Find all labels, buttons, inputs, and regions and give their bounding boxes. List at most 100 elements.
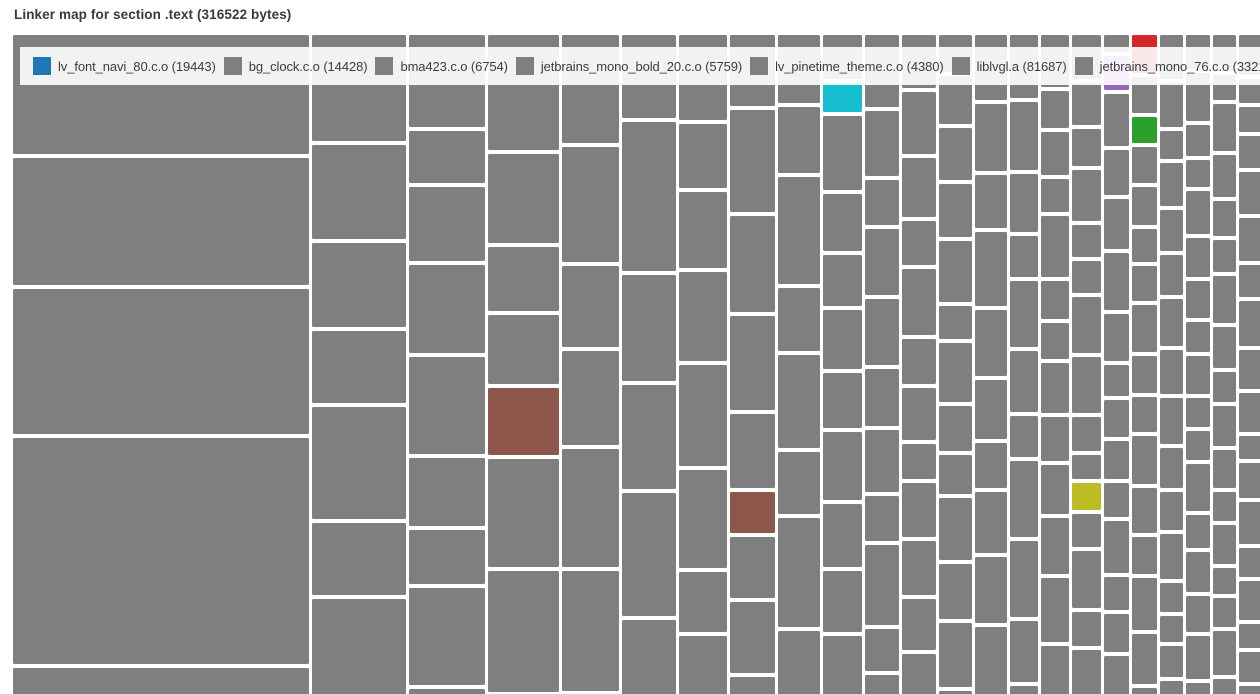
treemap-block[interactable] bbox=[778, 107, 820, 173]
treemap-block[interactable] bbox=[1010, 102, 1038, 170]
treemap-block[interactable] bbox=[1010, 686, 1038, 694]
treemap-block[interactable] bbox=[1072, 170, 1101, 221]
treemap-block[interactable] bbox=[488, 459, 559, 567]
treemap-block[interactable] bbox=[1041, 281, 1069, 319]
legend-item[interactable]: lv_pinetime_theme.c.o (4380) bbox=[750, 57, 944, 75]
treemap-block[interactable] bbox=[1160, 255, 1183, 295]
treemap-block[interactable] bbox=[1104, 614, 1129, 652]
treemap-block[interactable] bbox=[679, 636, 727, 694]
treemap-block[interactable] bbox=[823, 432, 862, 500]
treemap-block[interactable] bbox=[823, 636, 862, 694]
treemap-block[interactable] bbox=[778, 355, 820, 448]
treemap-block[interactable] bbox=[939, 623, 972, 687]
treemap-block[interactable] bbox=[1239, 172, 1260, 214]
treemap-block[interactable] bbox=[679, 365, 727, 466]
treemap-block[interactable] bbox=[865, 545, 899, 625]
treemap-block[interactable] bbox=[1239, 79, 1260, 103]
treemap-block[interactable] bbox=[778, 288, 820, 351]
treemap-block-brown[interactable] bbox=[488, 388, 559, 455]
treemap-block[interactable] bbox=[409, 530, 485, 584]
treemap-block[interactable] bbox=[1239, 136, 1260, 168]
treemap-block[interactable] bbox=[1160, 646, 1183, 677]
treemap-block[interactable] bbox=[1239, 548, 1260, 577]
treemap-block[interactable] bbox=[1239, 301, 1260, 346]
legend-item[interactable]: bg_clock.c.o (14428) bbox=[223, 57, 368, 75]
treemap-block[interactable] bbox=[13, 438, 309, 664]
legend-item[interactable]: bma423.c.o (6754) bbox=[375, 57, 508, 75]
treemap-block[interactable] bbox=[1160, 131, 1183, 159]
treemap-block[interactable] bbox=[1239, 686, 1260, 694]
treemap-block[interactable] bbox=[975, 557, 1007, 623]
treemap-block[interactable] bbox=[730, 216, 775, 312]
treemap-block[interactable] bbox=[1041, 323, 1069, 359]
treemap-block[interactable] bbox=[679, 272, 727, 361]
treemap-block[interactable] bbox=[902, 541, 936, 595]
treemap-block[interactable] bbox=[1160, 83, 1183, 127]
treemap-block[interactable] bbox=[865, 299, 899, 365]
treemap-block[interactable] bbox=[1104, 577, 1129, 610]
treemap-block[interactable] bbox=[1186, 431, 1210, 460]
treemap-block[interactable] bbox=[865, 229, 899, 295]
treemap-block[interactable] bbox=[1072, 129, 1101, 166]
treemap-block[interactable] bbox=[1010, 416, 1038, 457]
treemap-block[interactable] bbox=[679, 124, 727, 188]
treemap-block[interactable] bbox=[1213, 450, 1236, 488]
treemap-block[interactable] bbox=[1160, 299, 1183, 346]
treemap-block[interactable] bbox=[1239, 393, 1260, 432]
treemap-block[interactable] bbox=[1072, 297, 1101, 353]
treemap-block[interactable] bbox=[1186, 238, 1210, 277]
treemap-block[interactable] bbox=[939, 343, 972, 402]
treemap-block[interactable] bbox=[622, 620, 676, 694]
treemap-block[interactable] bbox=[1104, 150, 1129, 195]
legend-item[interactable]: lv_font_navi_80.c.o (19443) bbox=[33, 57, 216, 75]
treemap-block[interactable] bbox=[1239, 463, 1260, 498]
treemap-block[interactable] bbox=[1186, 464, 1210, 511]
treemap-block[interactable] bbox=[1186, 356, 1210, 394]
treemap-block[interactable] bbox=[975, 492, 1007, 553]
treemap-block[interactable] bbox=[1072, 417, 1101, 451]
treemap-block[interactable] bbox=[1160, 350, 1183, 394]
treemap-block[interactable] bbox=[562, 147, 619, 262]
treemap-block[interactable] bbox=[939, 564, 972, 619]
treemap-block[interactable] bbox=[902, 654, 936, 694]
treemap-block[interactable] bbox=[902, 339, 936, 384]
treemap-block[interactable] bbox=[1213, 155, 1236, 197]
treemap-block[interactable] bbox=[1213, 372, 1236, 402]
treemap-block[interactable] bbox=[1132, 578, 1157, 630]
treemap-block[interactable] bbox=[1186, 398, 1210, 427]
treemap-block[interactable] bbox=[409, 458, 485, 526]
treemap-block[interactable] bbox=[975, 232, 1007, 306]
treemap-block[interactable] bbox=[1213, 104, 1236, 151]
treemap-block[interactable] bbox=[1104, 314, 1129, 361]
treemap-block[interactable] bbox=[1132, 688, 1157, 694]
treemap-block[interactable] bbox=[902, 158, 936, 217]
treemap-block[interactable] bbox=[409, 357, 485, 454]
treemap-block[interactable] bbox=[562, 266, 619, 347]
treemap-block[interactable] bbox=[312, 407, 406, 519]
treemap-block[interactable] bbox=[562, 449, 619, 567]
treemap-block[interactable] bbox=[1239, 502, 1260, 544]
treemap-block[interactable] bbox=[823, 116, 862, 190]
treemap-block[interactable] bbox=[1239, 652, 1260, 682]
treemap-block[interactable] bbox=[778, 177, 820, 284]
treemap-block[interactable] bbox=[823, 571, 862, 632]
treemap-block[interactable] bbox=[1041, 578, 1069, 642]
treemap-block[interactable] bbox=[975, 380, 1007, 439]
treemap-block[interactable] bbox=[1104, 365, 1129, 396]
treemap-block[interactable] bbox=[1072, 455, 1101, 479]
treemap-block[interactable] bbox=[1041, 91, 1069, 128]
treemap-block[interactable] bbox=[1213, 631, 1236, 675]
treemap-block[interactable] bbox=[730, 537, 775, 598]
treemap-block[interactable] bbox=[823, 194, 862, 251]
treemap-block[interactable] bbox=[939, 455, 972, 494]
legend-item[interactable]: liblvgl.a (81687) bbox=[951, 57, 1067, 75]
treemap-block[interactable] bbox=[865, 111, 899, 176]
treemap-block[interactable] bbox=[865, 430, 899, 492]
treemap-block[interactable] bbox=[865, 675, 899, 694]
treemap-block-brown[interactable] bbox=[730, 492, 775, 533]
treemap-block[interactable] bbox=[312, 145, 406, 239]
treemap-block[interactable] bbox=[902, 444, 936, 479]
treemap-block[interactable] bbox=[1041, 216, 1069, 277]
treemap-block[interactable] bbox=[730, 677, 775, 694]
treemap-block[interactable] bbox=[1072, 650, 1101, 694]
